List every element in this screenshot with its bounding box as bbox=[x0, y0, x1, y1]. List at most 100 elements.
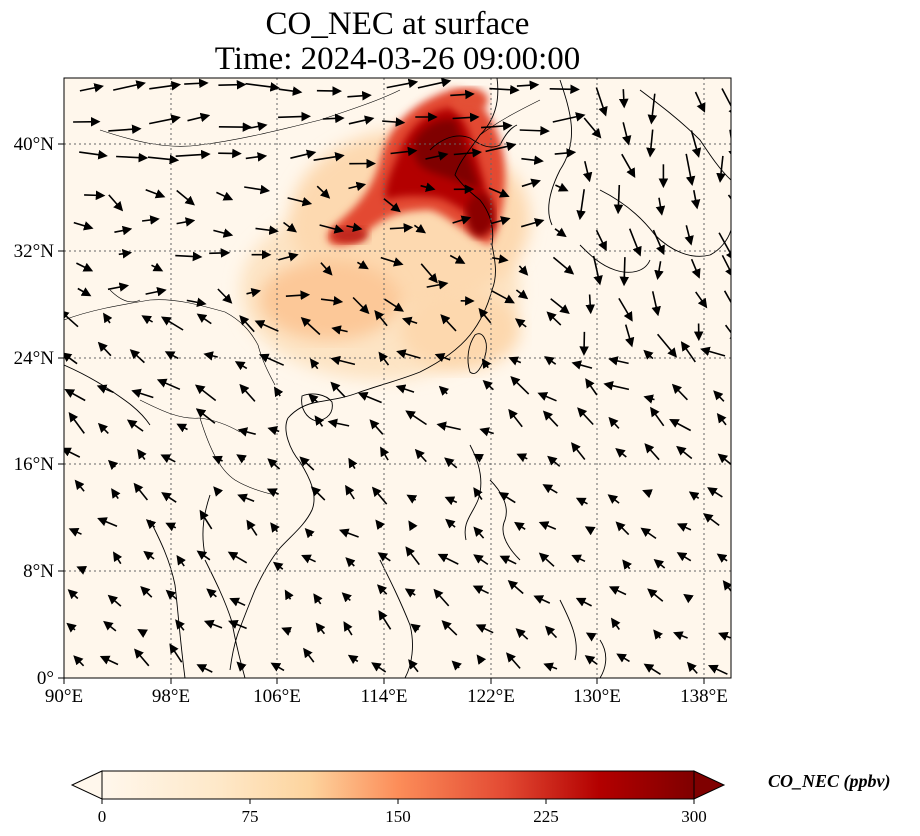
wind-arrow bbox=[76, 565, 88, 575]
wind-arrow bbox=[140, 585, 153, 598]
wind-arrow bbox=[571, 554, 586, 564]
wind-arrow bbox=[345, 557, 356, 568]
wind-arrow bbox=[176, 423, 188, 433]
wind-arrow bbox=[488, 187, 510, 198]
wind-arrow bbox=[319, 224, 345, 234]
wind-arrow bbox=[426, 280, 449, 290]
wind-arrow bbox=[647, 93, 658, 125]
wind-arrow bbox=[237, 427, 256, 437]
wind-arrow bbox=[518, 265, 529, 276]
wind-arrow bbox=[206, 588, 217, 599]
wind-arrow bbox=[408, 659, 419, 673]
wind-arrow bbox=[212, 455, 223, 465]
wind-arrow bbox=[721, 88, 731, 118]
wind-arrow bbox=[68, 412, 85, 434]
wind-arrow bbox=[628, 228, 642, 257]
wind-arrow bbox=[444, 457, 458, 469]
colorbar-tick-0: 0 bbox=[98, 807, 107, 826]
wind-arrow bbox=[149, 80, 182, 91]
wind-arrow bbox=[236, 454, 247, 464]
map-title-line1: CO_NEC at surface bbox=[265, 6, 530, 42]
lon-tick-90: 90°E bbox=[45, 686, 83, 707]
wind-arrow bbox=[514, 521, 526, 532]
wind-arrow bbox=[473, 526, 485, 539]
wind-arrow bbox=[308, 393, 319, 404]
wind-arrow bbox=[723, 290, 731, 304]
wind-arrow bbox=[77, 287, 92, 297]
wind-arrow bbox=[538, 552, 555, 567]
wind-arrow bbox=[618, 89, 629, 109]
wind-arrow bbox=[382, 117, 406, 127]
wind-arrow bbox=[516, 453, 528, 463]
wind-arrow bbox=[228, 619, 247, 630]
wind-arrow bbox=[396, 349, 421, 359]
wind-arrow bbox=[108, 194, 124, 212]
wind-arrow bbox=[476, 654, 487, 665]
wind-arrow bbox=[417, 78, 452, 89]
wind-arrow bbox=[245, 152, 268, 162]
wind-arrow bbox=[380, 446, 390, 461]
wind-arrow bbox=[176, 189, 195, 206]
wind-arrow bbox=[643, 663, 661, 675]
colorbar-gradient bbox=[102, 771, 694, 799]
wind-arrow bbox=[384, 298, 404, 312]
wind-arrow bbox=[341, 592, 352, 603]
wind-arrow bbox=[107, 282, 130, 292]
wind-arrow bbox=[576, 189, 586, 221]
wind-arrow bbox=[510, 376, 530, 395]
wind-arrow bbox=[239, 315, 255, 333]
wind-arrow bbox=[395, 384, 415, 394]
wind-arrow bbox=[582, 161, 593, 183]
wind-arrow bbox=[378, 351, 390, 366]
wind-arrow bbox=[346, 222, 363, 232]
wind-arrow bbox=[147, 154, 180, 165]
wind-arrow bbox=[67, 589, 79, 600]
wind-arrow bbox=[73, 655, 85, 667]
wind-arrow bbox=[371, 486, 388, 505]
wind-arrow bbox=[267, 426, 280, 436]
wind-arrow bbox=[542, 484, 558, 494]
wind-arrow bbox=[134, 648, 150, 667]
wind-arrow bbox=[414, 448, 427, 463]
wind-arrow bbox=[680, 341, 696, 363]
wind-arrow bbox=[145, 286, 167, 297]
wind-arrow bbox=[585, 294, 596, 315]
wind-arrow bbox=[137, 629, 148, 638]
wind-arrow bbox=[195, 408, 216, 424]
wind-arrow bbox=[452, 112, 480, 123]
wind-arrow bbox=[515, 628, 529, 640]
wind-arrow bbox=[107, 459, 119, 470]
wind-arrow bbox=[389, 223, 414, 233]
wind-arrow bbox=[66, 622, 77, 633]
wind-arrow bbox=[449, 254, 466, 264]
wind-arrow bbox=[320, 262, 333, 276]
wind-arrow bbox=[552, 112, 586, 123]
wind-arrow bbox=[314, 415, 325, 427]
wind-arrow bbox=[707, 487, 723, 498]
wind-arrow bbox=[213, 486, 224, 497]
wind-arrow bbox=[643, 394, 655, 404]
wind-arrow bbox=[255, 225, 279, 235]
wind-arrow bbox=[244, 184, 271, 195]
wind-arrow bbox=[97, 341, 112, 357]
wind-arrow bbox=[615, 447, 627, 458]
wind-arrow bbox=[165, 522, 177, 532]
wind-arrow bbox=[485, 141, 517, 153]
wind-arrow bbox=[549, 84, 580, 95]
colorbar-tick-300: 300 bbox=[681, 807, 707, 826]
wind-arrow bbox=[410, 623, 421, 634]
wind-arrow bbox=[390, 146, 418, 157]
wind-arrow bbox=[473, 453, 484, 463]
wind-arrow bbox=[303, 647, 315, 663]
wind-arrow bbox=[116, 152, 149, 163]
wind-arrow bbox=[126, 419, 144, 432]
wind-arrow bbox=[640, 527, 657, 540]
wind-arrow bbox=[284, 589, 294, 601]
colorbar-tick-225: 225 bbox=[533, 807, 559, 826]
wind-arrow bbox=[642, 489, 653, 499]
wind-arrow bbox=[108, 124, 142, 135]
lat-tick-labels: 0° 8°N 16°N 24°N 32°N 40°N bbox=[14, 134, 55, 689]
wind-arrow bbox=[491, 290, 515, 304]
wind-arrow bbox=[347, 90, 372, 101]
lon-tick-labels: 90°E 98°E 106°E 114°E 122°E 130°E 138°E bbox=[45, 686, 728, 707]
